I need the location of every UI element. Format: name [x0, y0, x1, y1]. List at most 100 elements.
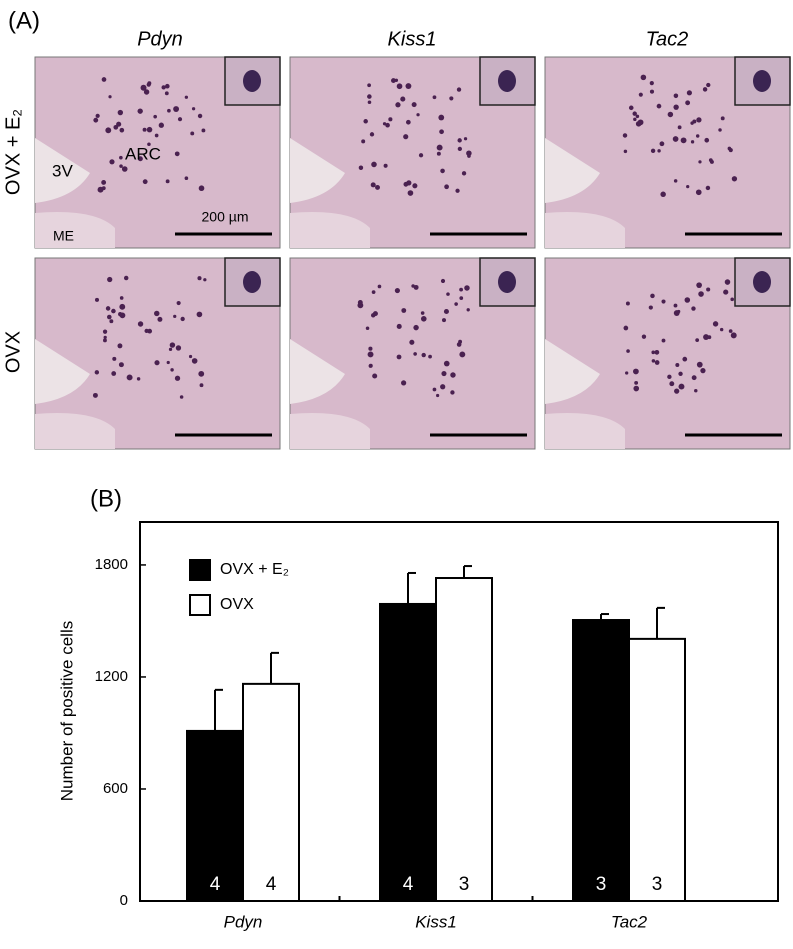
cell — [361, 139, 366, 144]
cell — [466, 150, 472, 156]
inset — [224, 56, 281, 106]
cell — [667, 374, 672, 380]
cell — [656, 103, 662, 109]
cell — [142, 179, 148, 185]
cell — [169, 342, 176, 348]
legend-label: OVX + E₂ — [220, 561, 289, 578]
cell — [650, 293, 655, 299]
cell — [436, 393, 440, 398]
cell — [174, 151, 180, 157]
cell — [724, 279, 731, 285]
cell — [654, 360, 660, 365]
cell — [401, 308, 407, 313]
cell — [137, 156, 143, 162]
tissue-edge — [35, 413, 115, 449]
cell — [456, 342, 462, 347]
cell — [400, 96, 406, 102]
cell — [634, 380, 639, 385]
cell — [708, 158, 713, 163]
cell — [93, 117, 99, 123]
cell — [719, 327, 724, 332]
cell — [158, 122, 164, 128]
cell — [622, 133, 628, 138]
cell — [105, 306, 111, 311]
cell — [94, 370, 100, 375]
cell — [411, 284, 415, 288]
cell — [198, 185, 205, 192]
annotation: ARC — [125, 144, 161, 163]
cell — [358, 165, 364, 170]
cell — [661, 299, 666, 304]
bar — [628, 637, 686, 902]
cell — [95, 113, 100, 118]
cell — [626, 349, 630, 353]
bar — [572, 619, 630, 902]
cell — [375, 184, 380, 190]
x-tick-label: Kiss1 — [415, 912, 457, 931]
cell — [103, 335, 107, 340]
cell — [440, 278, 446, 284]
cell — [394, 78, 399, 82]
annotation: ME — [53, 228, 74, 244]
cell — [649, 89, 655, 94]
cell — [633, 368, 639, 375]
cell — [357, 302, 364, 309]
cell — [669, 381, 675, 387]
panel-label: (B) — [90, 485, 122, 512]
cell — [628, 105, 634, 111]
cell — [673, 93, 679, 99]
cell — [403, 181, 409, 187]
legend-swatch — [189, 559, 211, 581]
cell — [730, 332, 737, 339]
row-title: OVX — [2, 331, 24, 373]
cell — [727, 146, 732, 151]
cell — [403, 134, 409, 140]
cell — [385, 122, 390, 128]
cell — [394, 288, 400, 294]
cell — [371, 290, 376, 294]
cell — [179, 395, 184, 399]
inset — [734, 56, 791, 106]
cell — [167, 108, 171, 113]
cell — [363, 119, 368, 124]
cell — [184, 176, 189, 180]
cell — [123, 275, 129, 281]
cell — [119, 164, 123, 168]
cell — [420, 311, 425, 315]
cell — [702, 87, 708, 92]
cell — [119, 155, 123, 160]
cell — [432, 387, 437, 392]
inset-cell — [753, 70, 771, 92]
cell — [705, 185, 711, 191]
sample-size: 4 — [266, 874, 277, 895]
cell — [694, 388, 698, 393]
cell — [173, 314, 177, 319]
cell — [696, 282, 702, 289]
cell — [147, 142, 151, 147]
cell — [696, 361, 703, 368]
cell — [190, 131, 195, 136]
x-tick-label: Tac2 — [611, 912, 648, 931]
cell — [464, 285, 470, 291]
cell — [673, 303, 678, 308]
cell — [173, 106, 180, 112]
cell — [111, 308, 116, 314]
cell — [443, 308, 449, 315]
cell — [101, 180, 107, 185]
cell — [119, 296, 124, 300]
sample-size: 4 — [210, 874, 221, 895]
cell — [137, 321, 144, 327]
cell — [382, 122, 387, 126]
y-axis-label: Number of positive cells — [57, 621, 76, 801]
cell — [368, 363, 373, 368]
cell — [661, 338, 666, 343]
tissue-edge — [545, 212, 625, 248]
tissue-edge — [35, 212, 115, 248]
cell — [706, 82, 711, 88]
cell — [718, 128, 722, 132]
cell — [146, 126, 153, 133]
cell — [372, 311, 378, 317]
cell — [121, 166, 128, 172]
cell — [457, 146, 462, 152]
